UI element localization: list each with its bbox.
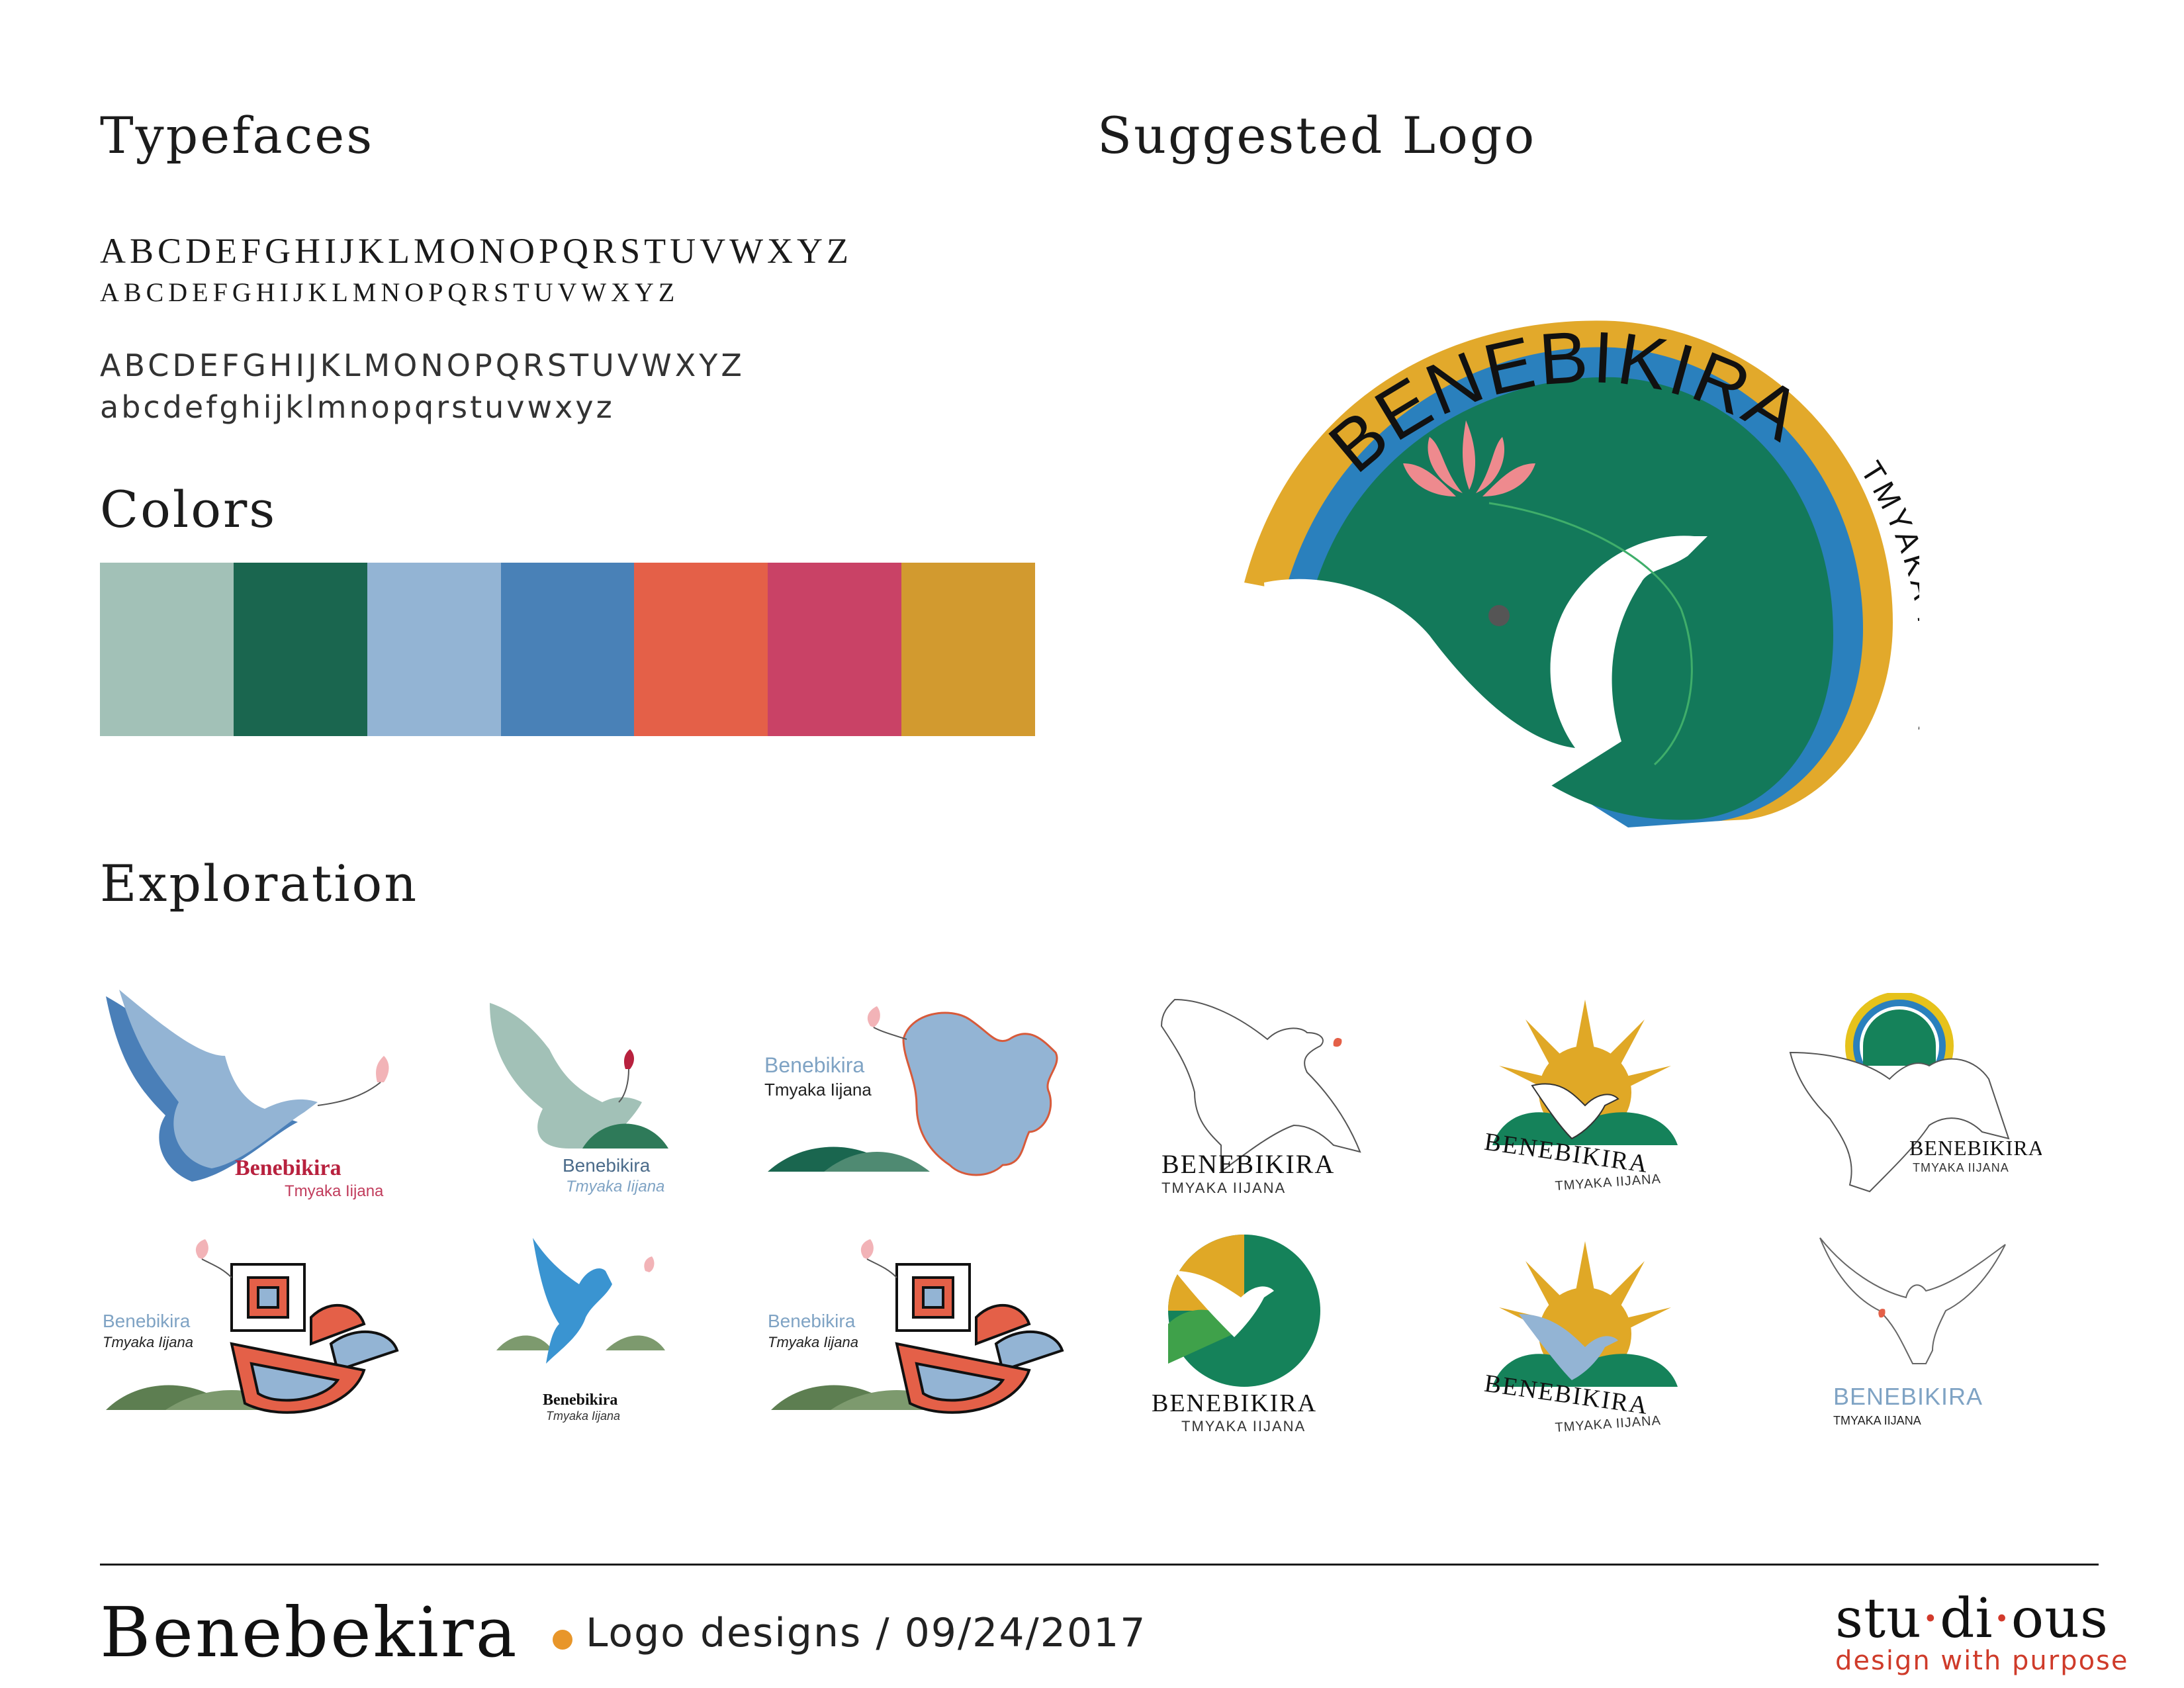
studio-logo-sep-1: · bbox=[1921, 1587, 1940, 1650]
color-swatch-2 bbox=[233, 563, 367, 736]
color-palette bbox=[100, 563, 1036, 736]
bullet-dot bbox=[553, 1630, 572, 1650]
dove-shape bbox=[1519, 1314, 1618, 1380]
exploration-variant-5: BENEBIKIRA TMYAKA IIJANA bbox=[1479, 993, 1691, 1205]
flower-icon bbox=[623, 1049, 634, 1069]
flower-icon bbox=[1333, 1038, 1342, 1047]
v11-sub: TMYAKA IIJANA bbox=[1555, 1413, 1662, 1435]
studio-logo-part-3: ous bbox=[2011, 1587, 2109, 1650]
v10-sub: TMYAKA IIJANA bbox=[1181, 1418, 1306, 1434]
sans-specimen-lower: abcdefghijklmnopqrstuvwxyz bbox=[100, 389, 615, 425]
v12-sub: TMYAKA IIJANA bbox=[1833, 1414, 1921, 1427]
exploration-variant-8: Benebikira Tmyaka Iijana bbox=[493, 1231, 672, 1436]
dove-shape bbox=[1175, 1271, 1274, 1337]
v8-name: Benebikira bbox=[543, 1391, 617, 1409]
exploration-variant-12: BENEBIKIRA TMYAKA IIJANA bbox=[1813, 1231, 2012, 1443]
exploration-variant-4: BENEBIKIRA TMYAKA IIJANA bbox=[1155, 986, 1406, 1205]
flower-icon bbox=[867, 1006, 880, 1027]
dove-outline bbox=[1819, 1237, 2006, 1364]
suggested-logo-heading: Suggested Logo bbox=[1097, 106, 1537, 165]
lotus-flower-icon bbox=[1403, 420, 1535, 496]
hill-shape bbox=[496, 1335, 553, 1350]
v10-name: BENEBIKIRA bbox=[1152, 1389, 1317, 1417]
flower-icon bbox=[195, 1239, 208, 1259]
serif-specimen-upper-large: ABCDEFGHIJKLMONOPQRSTUVWXYZ bbox=[100, 231, 853, 271]
hill-shape bbox=[582, 1123, 668, 1149]
geometric-bird-icon bbox=[230, 1263, 399, 1414]
v6-sub: TMYAKA IIJANA bbox=[1913, 1161, 2009, 1174]
exploration-heading: Exploration bbox=[100, 854, 419, 913]
v8-sub: Tmyaka Iijana bbox=[546, 1409, 620, 1423]
serif-specimen-upper-small: ABCDEFGHIJKLMNOPQRSTUVWXYZ bbox=[100, 277, 680, 307]
color-swatch-3 bbox=[367, 563, 501, 736]
exploration-variant-7: Benebikira Tmyaka Iijana bbox=[99, 1238, 410, 1423]
dove-shape bbox=[902, 1011, 1058, 1176]
flower-icon bbox=[376, 1056, 389, 1082]
flower-icon bbox=[860, 1239, 874, 1259]
hill-shape bbox=[824, 1152, 930, 1172]
dove-shape bbox=[490, 1003, 642, 1149]
exploration-variant-3: Benebikira Tmyaka Iijana bbox=[764, 1000, 1075, 1211]
sans-specimen-upper: ABCDEFGHIJKLMONOPQRSTUVWXYZ bbox=[100, 348, 745, 383]
dove-outline bbox=[1160, 998, 1361, 1173]
dove-shape bbox=[533, 1238, 612, 1364]
suggested-logo: BENEBIKIRA TMYAKA IIJANA bbox=[1231, 225, 1919, 854]
dove-head-shape bbox=[1264, 536, 1707, 821]
dove-eye bbox=[1488, 605, 1510, 626]
v3-name: Benebikira bbox=[764, 1053, 864, 1077]
exploration-variant-6: BENEBIKIRA TMYAKA IIJANA bbox=[1784, 993, 2042, 1205]
v2-name: Benebikira bbox=[563, 1155, 651, 1176]
flower-icon bbox=[644, 1256, 655, 1272]
v7-sub: Tmyaka Iijana bbox=[103, 1334, 193, 1350]
v6-name: BENEBIKIRA bbox=[1909, 1136, 2042, 1160]
studio-tagline: design with purpose bbox=[1835, 1646, 2129, 1676]
exploration-variant-9: Benebikira Tmyaka Iijana bbox=[764, 1238, 1075, 1423]
v12-name: BENEBIKIRA bbox=[1833, 1383, 1983, 1410]
v3-sub: Tmyaka Iijana bbox=[764, 1080, 872, 1100]
studio-logo: stu·di·ous bbox=[1835, 1587, 2109, 1650]
flower-icon bbox=[1878, 1309, 1886, 1318]
geometric-bird-icon bbox=[895, 1263, 1064, 1414]
color-swatch-1 bbox=[100, 563, 234, 736]
flower-stem bbox=[1488, 502, 1693, 766]
footer-divider bbox=[100, 1564, 2099, 1566]
exploration-variant-2: Benebikira Tmyaka Iijana bbox=[477, 983, 695, 1201]
exploration-variant-11: BENEBIKIRA TMYAKA IIJANA bbox=[1479, 1235, 1691, 1446]
dove-outline bbox=[1789, 1051, 2010, 1193]
dove-shape bbox=[119, 990, 318, 1168]
exploration-variant-10: BENEBIKIRA TMYAKA IIJANA bbox=[1148, 1231, 1340, 1436]
color-swatch-4 bbox=[500, 563, 635, 736]
v1-sub: Tmyaka Iijana bbox=[285, 1182, 384, 1200]
color-swatch-5 bbox=[634, 563, 768, 736]
v4-sub: TMYAKA IIJANA bbox=[1161, 1180, 1286, 1196]
v9-name: Benebikira bbox=[768, 1311, 856, 1331]
colors-heading: Colors bbox=[100, 480, 277, 539]
color-swatch-6 bbox=[768, 563, 902, 736]
project-title: Benebekira bbox=[100, 1592, 519, 1673]
v9-sub: Tmyaka Iijana bbox=[768, 1334, 858, 1350]
hill-shape bbox=[606, 1335, 665, 1350]
studio-logo-sep-2: · bbox=[1993, 1587, 2011, 1650]
v1-name: Benebikira bbox=[235, 1156, 341, 1180]
studio-logo-part-1: stu bbox=[1835, 1587, 1922, 1650]
v4-name: BENEBIKIRA bbox=[1161, 1149, 1335, 1179]
studio-logo-part-2: di bbox=[1939, 1587, 1993, 1650]
v5-sub: TMYAKA IIJANA bbox=[1555, 1172, 1662, 1194]
color-swatch-7 bbox=[901, 563, 1036, 736]
project-meta: Logo designs / 09/24/2017 bbox=[586, 1610, 1147, 1656]
dove-shape bbox=[1531, 1083, 1619, 1140]
exploration-variant-1: Benebikira Tmyaka Iijana bbox=[99, 983, 410, 1201]
v7-name: Benebikira bbox=[103, 1311, 191, 1331]
suggested-logo-graphic: BENEBIKIRA TMYAKA IIJANA bbox=[1244, 316, 1919, 827]
v2-sub: Tmyaka Iijana bbox=[566, 1178, 664, 1196]
typefaces-heading: Typefaces bbox=[100, 106, 375, 165]
